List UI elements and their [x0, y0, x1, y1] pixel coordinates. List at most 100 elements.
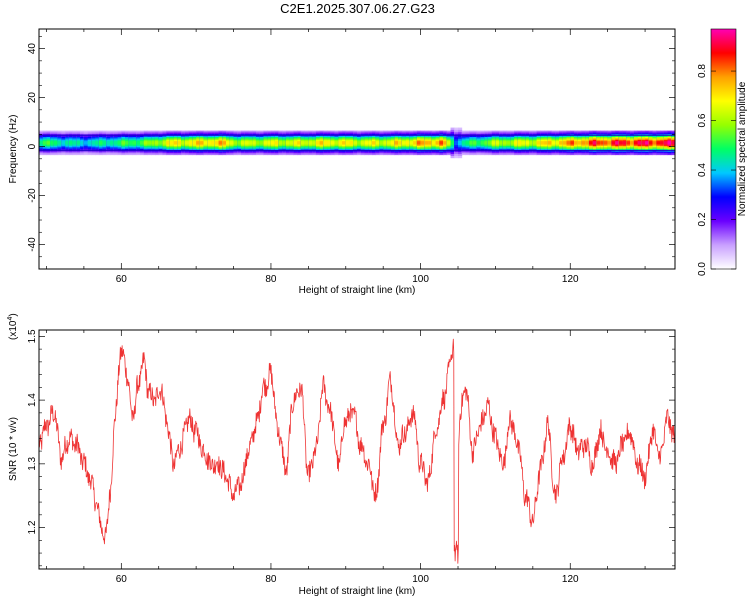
spectral-cell: [166, 141, 171, 145]
spectral-cell: [188, 141, 193, 145]
colorbar-gradient: [710, 28, 737, 270]
spectral-cell: [136, 141, 141, 145]
spectral-cell: [345, 141, 350, 145]
snr-x-tick-label: 60: [116, 574, 128, 585]
figure-title: C2E1.2025.307.06.27.G23: [280, 1, 435, 16]
spectral-cell: [514, 141, 519, 145]
spectral-cell: [76, 141, 81, 145]
spectral-cell: [368, 141, 373, 145]
spectral-cell: [573, 141, 579, 145]
snr-x-tick-label: 100: [412, 574, 429, 585]
colorbar-label: Normalized spectral amplitude: [737, 81, 748, 216]
spectral-cell: [300, 141, 306, 145]
spectral-cell: [383, 141, 388, 145]
colorbar-tick-label: 0.6: [697, 113, 708, 127]
spectrogram-y-tick-label: 40: [27, 43, 38, 55]
snr-scale-label: (x104): [7, 313, 19, 340]
spectral-cell: [46, 141, 51, 145]
spectral-cell: [98, 141, 103, 145]
spectral-cell: [304, 141, 309, 145]
spectral-cell: [199, 141, 205, 145]
spectral-cell: [267, 141, 272, 145]
spectrogram-y-tick-label: 0: [27, 143, 38, 149]
spectral-cell: [162, 141, 167, 145]
spectral-cell: [495, 141, 500, 145]
spectral-cell: [177, 141, 182, 145]
spectral-cell: [446, 141, 451, 145]
spectral-cell: [184, 141, 190, 145]
snr-series-line: [39, 338, 675, 564]
spectral-cell: [648, 141, 653, 145]
spectral-cell: [140, 141, 145, 145]
spectral-cell: [622, 141, 627, 145]
spectral-cell: [671, 141, 675, 145]
spectrogram-x-tick-label: 60: [116, 274, 128, 285]
spectral-cell: [450, 140, 455, 146]
spectral-cell: [461, 141, 466, 145]
spectrogram-x-axis-label: Height of straight line (km): [299, 285, 416, 296]
spectral-cell: [394, 141, 399, 145]
spectral-cell: [241, 141, 246, 145]
spectral-cell: [53, 141, 59, 145]
colorbar-tick-label: 0.8: [697, 64, 708, 78]
spectral-cell: [585, 141, 590, 145]
spectral-cell: [259, 141, 264, 145]
spectral-cell: [630, 141, 635, 145]
snr-x-tick-label: 120: [562, 574, 579, 585]
spectral-cell: [327, 141, 332, 145]
colorbar-tick-label: 0.2: [697, 212, 708, 226]
spectral-cell: [143, 141, 148, 145]
spectral-cell: [91, 141, 96, 145]
spectral-cell: [192, 141, 197, 145]
spectral-cell: [555, 141, 560, 145]
spectral-cell: [289, 141, 294, 145]
spectral-cell: [68, 141, 74, 145]
spectral-cell: [615, 141, 620, 145]
spectral-cell: [491, 141, 496, 145]
spectral-cell: [510, 141, 515, 145]
spectral-cell: [233, 141, 238, 145]
spectral-cell: [398, 141, 403, 145]
spectral-cell: [502, 141, 508, 145]
snr-y-axis-label: SNR (10 * v/v): [8, 417, 19, 481]
spectral-cell: [547, 141, 552, 145]
spectral-cell: [626, 141, 631, 145]
spectral-cell: [274, 141, 279, 145]
spectral-cell: [529, 141, 534, 145]
spectral-cell: [113, 141, 118, 145]
spectral-cell: [293, 141, 298, 145]
spectral-cell: [645, 141, 650, 145]
spectral-cell: [611, 141, 616, 145]
spectral-cell: [465, 141, 470, 145]
spectral-cell: [80, 141, 85, 145]
spectrogram-y-ticks: -40 -20 0 20 40: [27, 36, 675, 270]
spectral-cell: [633, 141, 638, 145]
spectral-cell: [323, 141, 328, 145]
spectral-cell: [652, 141, 657, 145]
spectral-cell: [353, 141, 358, 145]
spectral-cell: [424, 141, 429, 145]
spectral-cell: [132, 141, 137, 145]
spectral-cell: [480, 141, 485, 145]
snr-y-tick-label: 1.5: [27, 329, 38, 343]
spectral-cell: [214, 141, 219, 145]
spectral-cell: [637, 141, 642, 145]
spectral-cell: [458, 140, 463, 146]
spectral-cell: [95, 141, 100, 145]
spectral-cell: [409, 141, 414, 145]
spectral-cell: [588, 141, 594, 145]
snr-y-tick-label: 1.4: [27, 393, 38, 407]
spectral-cell: [544, 141, 549, 145]
spectral-cell: [349, 141, 354, 145]
spectral-cell: [312, 141, 317, 145]
colorbar-ticks: 0.0 0.2 0.4 0.6 0.8: [697, 64, 736, 276]
spectral-cell: [334, 141, 339, 145]
spectrogram-x-tick-label: 80: [265, 274, 277, 285]
spectral-cell: [252, 141, 257, 145]
spectral-cell: [454, 140, 459, 146]
spectral-cell: [592, 141, 597, 145]
spectral-cell: [158, 141, 163, 145]
colorbar: 0.0 0.2 0.4 0.6 0.8 Normalized spectral ampl…: [697, 28, 748, 276]
spectral-cell: [656, 141, 661, 145]
